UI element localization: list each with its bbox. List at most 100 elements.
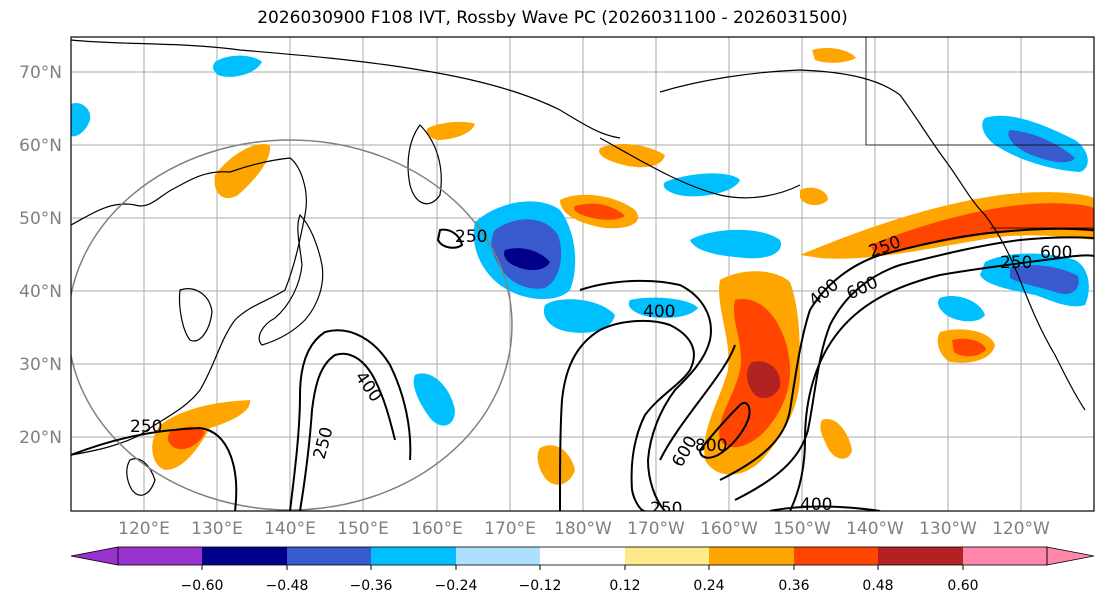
anomaly-positive-blob-4-core: [952, 338, 986, 357]
contour-label: 250: [1000, 253, 1032, 273]
contour-250-japan: [289, 329, 412, 511]
colorbar-tick-label: 0.24: [693, 578, 724, 594]
anomaly-negative-blob-1: [690, 229, 781, 259]
contour-label: 800: [695, 436, 727, 456]
coastline-korea: [178, 288, 213, 342]
colorbar-ticks: [201, 565, 964, 570]
contour-label: 600: [1040, 243, 1072, 263]
lon-label: 160°W: [700, 519, 758, 539]
lon-label: 130°W: [919, 519, 977, 539]
contour-250-east: [789, 254, 1094, 511]
lat-label: 20°N: [19, 428, 62, 448]
contour-600-central: [659, 344, 736, 461]
colorbar-segment: [878, 547, 963, 565]
colorbar-segment: [202, 547, 287, 565]
coastline-japan: [258, 213, 324, 346]
map-title: 2026030900 F108 IVT, Rossby Wave PC (202…: [257, 8, 848, 28]
lat-label: 60°N: [19, 136, 62, 156]
colorbar-tick-label: 0.12: [609, 578, 640, 594]
lon-label: 170°W: [627, 519, 685, 539]
colorbar-tick-label: −0.36: [350, 578, 393, 594]
anomaly-positive-blob-3-core: [167, 426, 205, 450]
contour-label: 400: [643, 302, 675, 322]
contour-label: 250: [455, 227, 487, 247]
longitude-labels: 120°E 130°E 140°E 150°E 160°E 170°E 180°…: [118, 519, 1050, 539]
contour-label: 250: [650, 499, 682, 519]
lon-label: 140°W: [846, 519, 904, 539]
coastline-philippines: [126, 458, 156, 496]
colorbar-max-extension: [1046, 546, 1095, 566]
anomaly-positive-blob-10: [800, 187, 828, 206]
lon-label: 130°E: [191, 519, 243, 539]
anomaly-strong-ne-pacific: [870, 203, 1094, 254]
contour-400-central: [579, 279, 712, 511]
anomaly-positive-blob-5: [820, 419, 852, 459]
ivt-shading: [71, 47, 1094, 485]
coastlines: [71, 39, 1086, 496]
lon-label: 150°E: [337, 519, 389, 539]
contour-label: 250: [130, 417, 162, 437]
anomaly-negative-west-pacific-core: [504, 248, 550, 271]
anomaly-negative-blob-5: [413, 373, 455, 426]
anomaly-positive-blob-2: [214, 144, 271, 199]
coastline-kamchatka: [407, 124, 442, 205]
coastline-aleutians: [599, 137, 801, 199]
colorbar-tick-label: −0.12: [519, 578, 562, 594]
coastline-siberia: [71, 39, 621, 139]
colorbar-frame: [117, 546, 1048, 566]
colorbar-segment: [456, 547, 540, 565]
lon-label: 170°E: [484, 519, 536, 539]
lon-label: 120°E: [118, 519, 170, 539]
colorbar-min-extension: [70, 546, 119, 566]
anomaly-positive-blob-1-core: [574, 203, 625, 220]
lat-label: 40°N: [19, 282, 62, 302]
coastline-alaska: [659, 69, 1086, 411]
contour-250-west: [71, 426, 238, 511]
lat-label: 50°N: [19, 209, 62, 229]
anomaly-negative-blob-2: [543, 299, 615, 333]
lon-label: 160°E: [411, 519, 463, 539]
colorbar-tick-label: 0.48: [862, 578, 893, 594]
contour-400-japan: [299, 352, 396, 511]
anomaly-core-central-pacific: [746, 361, 781, 399]
anomaly-negative-blob-8: [71, 102, 91, 137]
anomaly-negative-blob-7: [213, 55, 262, 77]
anomaly-negative-blob-3: [628, 297, 698, 318]
colorbar-segment: [540, 547, 625, 565]
map-frame: [70, 36, 1095, 512]
anomaly-positive-blob-8: [426, 121, 475, 140]
lat-label: 30°N: [19, 355, 62, 375]
colorbar-tick-label: 0.60: [947, 578, 978, 594]
colorbar-tick-labels: −0.60 −0.48 −0.36 −0.24 −0.12 0.12 0.24 …: [181, 578, 979, 594]
coastline-asia: [71, 157, 307, 456]
contour-250-small: [436, 228, 464, 249]
contour-label: 400: [800, 495, 832, 515]
anomaly-negative-blob-4: [663, 173, 740, 197]
anomaly-negative-alaska-core: [1008, 130, 1075, 163]
colorbar-segment: [118, 547, 202, 565]
colorbar-segment: [963, 547, 1047, 565]
colorbar-tick-label: −0.24: [435, 578, 478, 594]
colorbar-segment: [794, 547, 878, 565]
colorbar-segment: [371, 547, 456, 565]
contour-600-east: [734, 236, 1094, 501]
anomaly-negative-blob-6: [937, 295, 985, 322]
anomaly-positive-blob-9: [812, 47, 856, 63]
colorbar-tick-label: 0.36: [778, 578, 809, 594]
contour-400-south: [769, 505, 881, 511]
lat-label: 70°N: [19, 63, 62, 83]
ivt-contours: [71, 227, 1094, 511]
lon-gridlines: [143, 37, 1022, 511]
contour-800-central: [698, 401, 751, 459]
lon-label: 140°E: [264, 519, 316, 539]
contour-250-central: [559, 319, 695, 511]
colorbar-segment: [625, 547, 709, 565]
colorbar-tick-label: −0.60: [181, 578, 224, 594]
latitude-labels: 20°N 30°N 40°N 50°N 60°N 70°N: [19, 63, 62, 448]
anomaly-negative-west-coast-core: [1010, 265, 1079, 295]
colorbar-tick-label: −0.48: [266, 578, 309, 594]
lon-label: 150°W: [773, 519, 831, 539]
lon-label: 120°W: [992, 519, 1050, 539]
colorbar-segment: [709, 547, 794, 565]
